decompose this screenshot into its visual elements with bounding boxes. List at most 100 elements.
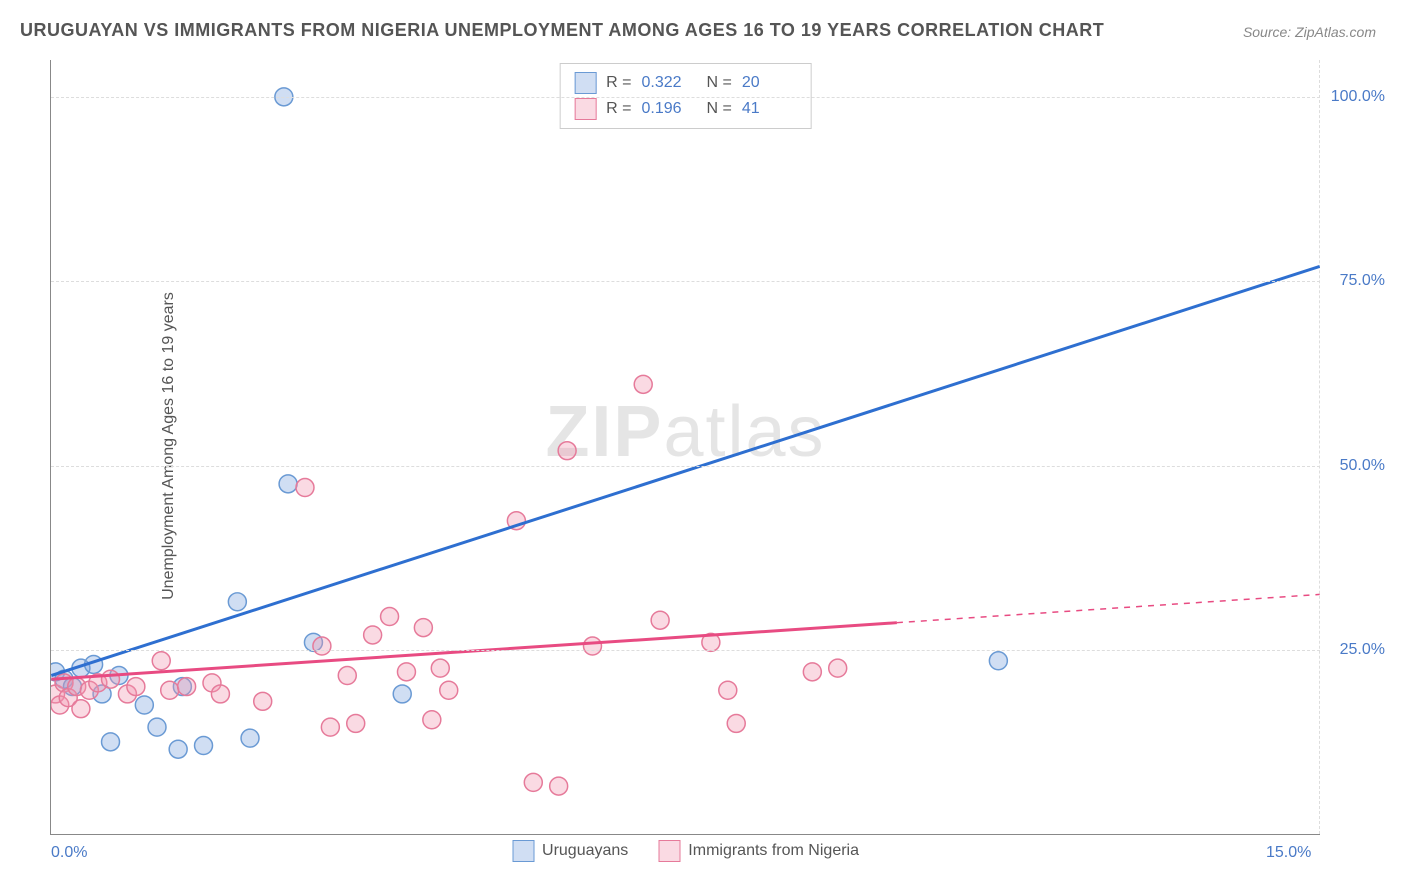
data-point [102,670,120,688]
data-point [241,729,259,747]
data-point [148,718,166,736]
data-point [59,689,77,707]
data-point [203,674,221,692]
data-point [338,667,356,685]
data-point [135,696,153,714]
data-point [279,475,297,493]
n-label-1: N = [707,74,732,92]
data-point [85,655,103,673]
data-point [195,737,213,755]
data-point [72,659,90,677]
data-point [63,678,81,696]
data-point [68,678,86,696]
data-point [127,678,145,696]
swatch-series-1 [574,72,596,94]
legend-stats-row-2: R = 0.196 N = 41 [574,96,797,122]
y-tick-label: 25.0% [1340,641,1385,659]
chart-container: URUGUAYAN VS IMMIGRANTS FROM NIGERIA UNE… [0,0,1406,892]
data-point [397,663,415,681]
data-point [989,652,1007,670]
r-label-1: R = [606,74,631,92]
grid-line [51,97,1320,98]
data-point [254,692,272,710]
grid-line [51,466,1320,467]
r-value-2: 0.196 [642,100,697,118]
data-point [507,512,525,530]
watermark: ZIPatlas [545,391,825,473]
data-point [364,626,382,644]
data-point [304,633,322,651]
trend-line [51,266,1319,675]
data-point [440,681,458,699]
data-point [211,685,229,703]
data-point [55,674,73,692]
plot-right-border [1319,60,1320,834]
watermark-zip: ZIP [545,392,663,472]
r-value-1: 0.322 [642,74,697,92]
grid-line [51,650,1320,651]
data-point [558,442,576,460]
x-tick-label: 15.0% [1266,844,1311,862]
data-point [347,714,365,732]
n-value-2: 41 [742,100,797,118]
data-point [228,593,246,611]
y-tick-label: 50.0% [1340,457,1385,475]
data-point [296,479,314,497]
data-point [110,667,128,685]
data-point [169,740,187,758]
data-point [118,685,136,703]
data-point [313,637,331,655]
data-point [727,714,745,732]
data-point [51,663,65,681]
watermark-atlas: atlas [663,392,825,472]
data-point [321,718,339,736]
data-point [431,659,449,677]
y-tick-label: 75.0% [1340,272,1385,290]
data-point [651,611,669,629]
grid-line [51,281,1320,282]
y-tick-label: 100.0% [1331,88,1385,106]
data-point [72,700,90,718]
r-label-2: R = [606,100,631,118]
plot-area: ZIPatlas R = 0.322 N = 20 R = 0.196 N = … [50,60,1320,835]
swatch-bottom-2 [658,840,680,862]
data-point [393,685,411,703]
data-point [102,733,120,751]
data-point [719,681,737,699]
legend-label-2: Immigrants from Nigeria [688,842,859,860]
data-point [423,711,441,729]
data-point [702,633,720,651]
data-point [634,375,652,393]
data-point [173,678,191,696]
data-point [829,659,847,677]
data-point [152,652,170,670]
chart-title: URUGUAYAN VS IMMIGRANTS FROM NIGERIA UNE… [20,20,1104,41]
data-point [550,777,568,795]
legend-bottom: Uruguayans Immigrants from Nigeria [512,840,859,862]
legend-label-1: Uruguayans [542,842,628,860]
legend-stats-row-1: R = 0.322 N = 20 [574,70,797,96]
data-point [55,670,73,688]
scatter-svg [51,60,1320,834]
data-point [80,681,98,699]
data-point [93,685,111,703]
data-point [524,773,542,791]
source-attribution: Source: ZipAtlas.com [1243,24,1376,40]
data-point [381,608,399,626]
data-point [414,619,432,637]
data-point [161,681,179,699]
data-point [583,637,601,655]
n-value-1: 20 [742,74,797,92]
x-tick-label: 0.0% [51,844,87,862]
data-point [803,663,821,681]
legend-item-2: Immigrants from Nigeria [658,840,859,862]
data-point [178,678,196,696]
data-point [51,696,69,714]
swatch-series-2 [574,98,596,120]
swatch-bottom-1 [512,840,534,862]
data-point [51,685,65,703]
legend-item-1: Uruguayans [512,840,628,862]
trend-line-dashed [897,594,1320,622]
data-point [89,674,107,692]
n-label-2: N = [707,100,732,118]
